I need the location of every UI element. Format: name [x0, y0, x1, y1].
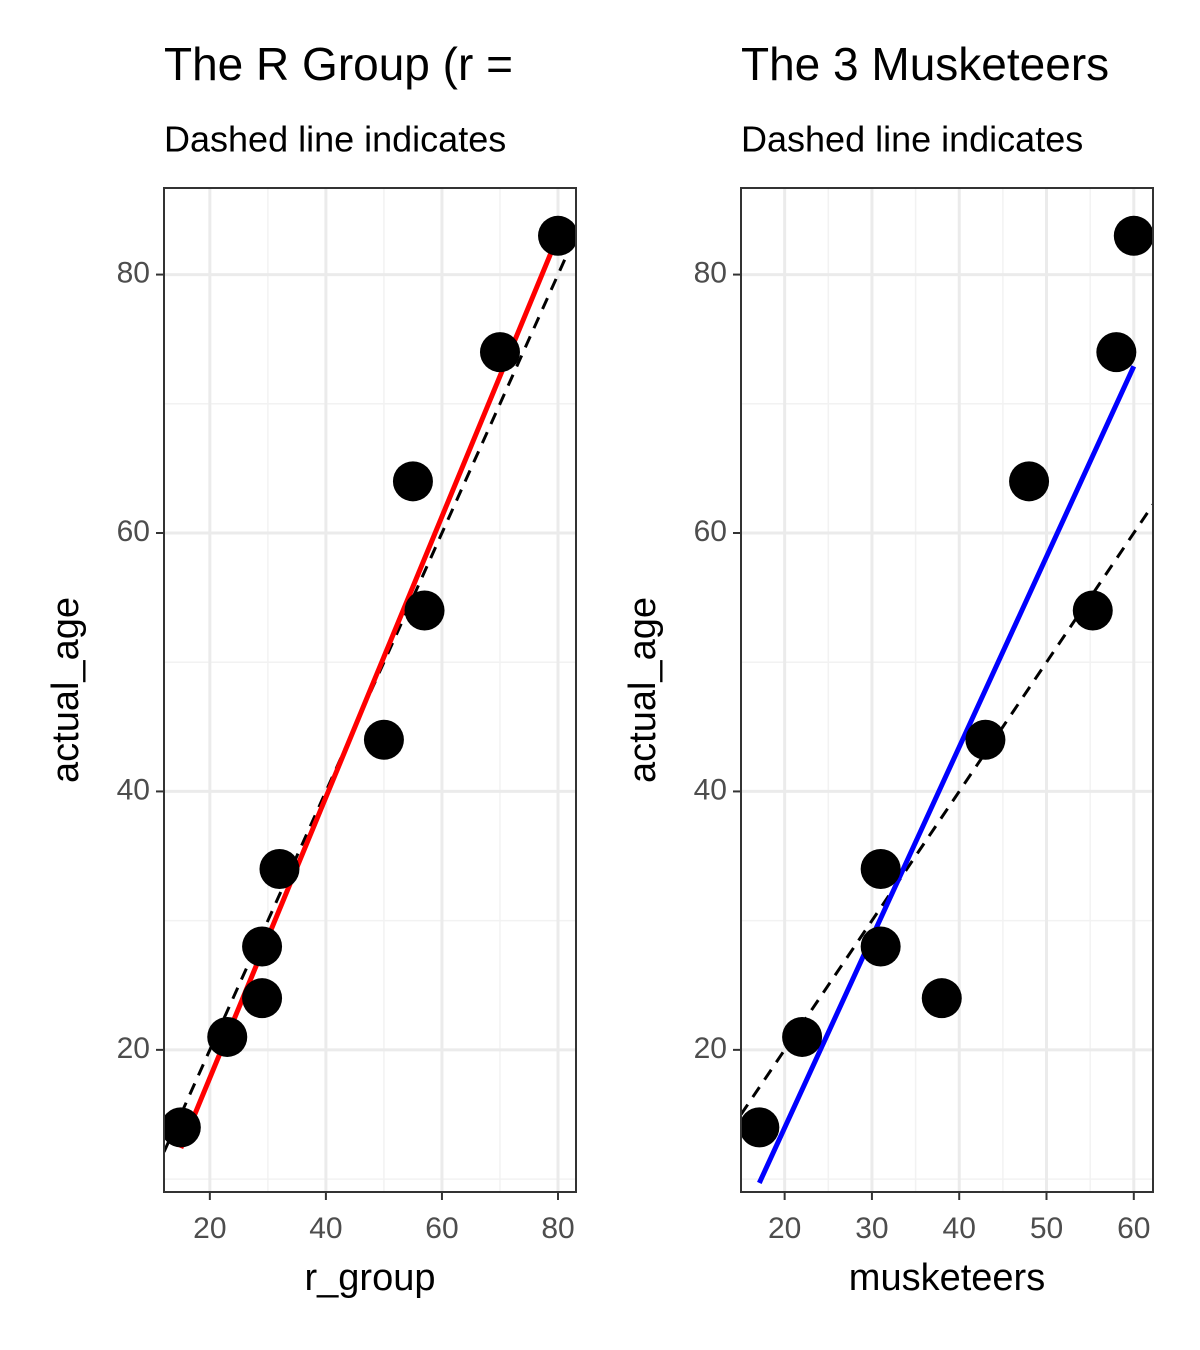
x-tick-label: 50: [1030, 1212, 1063, 1245]
point: [479, 332, 520, 373]
point: [259, 848, 300, 889]
point: [404, 590, 445, 631]
point: [860, 926, 901, 967]
point: [1009, 461, 1050, 502]
point: [782, 1016, 823, 1057]
x-axis-label: musketeers: [849, 1257, 1045, 1299]
y-tick-label: 60: [694, 515, 727, 548]
y-tick-label: 40: [117, 773, 150, 806]
x-tick-label: 40: [309, 1212, 342, 1245]
y-tick-label: 20: [694, 1032, 727, 1065]
y-tick-label: 80: [694, 256, 727, 289]
point: [1113, 215, 1153, 256]
panel-border: [740, 187, 1154, 1193]
point: [1096, 332, 1137, 373]
x-tick-label: 20: [768, 1212, 801, 1245]
x-axis-label: r_group: [305, 1257, 436, 1299]
point: [242, 978, 283, 1019]
x-tick-label: 60: [1117, 1212, 1150, 1245]
chart-title: The 3 Musketeers: [741, 38, 1109, 90]
point: [242, 926, 283, 967]
fit-line: [178, 234, 561, 1150]
point: [164, 1107, 201, 1148]
chart-subtitle: Dashed line indicates: [164, 119, 506, 160]
x-tick-label: 60: [425, 1212, 458, 1245]
fit-line: [757, 365, 1137, 1184]
plot-area: [164, 215, 576, 1153]
point: [860, 848, 901, 889]
chart-subtitle: Dashed line indicates: [741, 119, 1083, 160]
point: [363, 719, 404, 760]
point: [207, 1016, 248, 1057]
point: [965, 719, 1006, 760]
point: [1072, 590, 1113, 631]
y-axis-label: actual_age: [622, 597, 664, 783]
y-tick-label: 60: [117, 515, 150, 548]
plot-area: [741, 215, 1153, 1184]
point: [921, 978, 962, 1019]
y-tick-label: 80: [117, 256, 150, 289]
y-tick-label: 40: [694, 773, 727, 806]
x-tick-label: 40: [943, 1212, 976, 1245]
x-tick-label: 20: [193, 1212, 226, 1245]
point: [741, 1107, 780, 1148]
panel-border: [163, 187, 577, 1193]
point: [538, 215, 576, 256]
x-tick-label: 30: [855, 1212, 888, 1245]
point: [392, 461, 433, 502]
x-tick-label: 80: [541, 1212, 574, 1245]
chart-title: The R Group (r =: [164, 38, 513, 90]
y-axis-label: actual_age: [45, 597, 87, 783]
y-tick-label: 20: [117, 1032, 150, 1065]
